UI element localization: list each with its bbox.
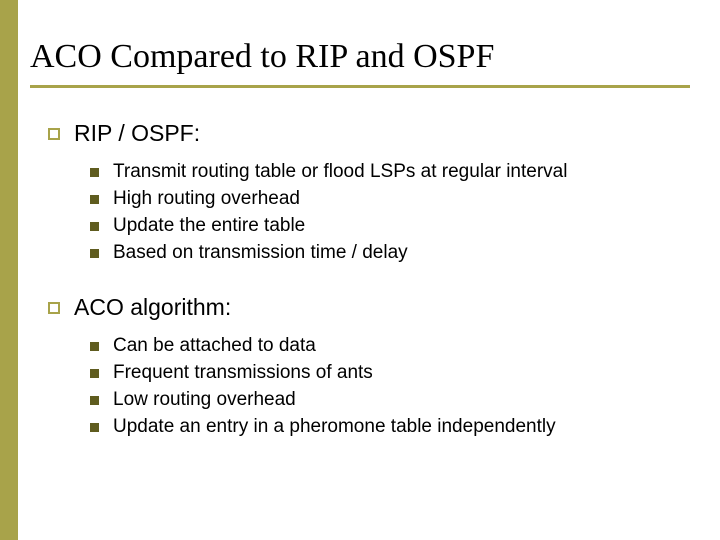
solid-square-bullet-icon bbox=[90, 396, 99, 405]
solid-square-bullet-icon bbox=[90, 342, 99, 351]
slide-content: RIP / OSPF: Transmit routing table or fl… bbox=[48, 120, 688, 468]
item-text: Based on transmission time / delay bbox=[113, 242, 408, 264]
hollow-square-bullet-icon bbox=[48, 302, 60, 314]
title-underline bbox=[30, 85, 690, 88]
section-label: ACO algorithm: bbox=[74, 294, 231, 321]
item-text: Update the entire table bbox=[113, 215, 305, 237]
section-items: Transmit routing table or flood LSPs at … bbox=[90, 161, 688, 264]
list-item: High routing overhead bbox=[90, 188, 688, 210]
list-item: Frequent transmissions of ants bbox=[90, 362, 688, 384]
item-text: Low routing overhead bbox=[113, 389, 296, 411]
section-items: Can be attached to data Frequent transmi… bbox=[90, 335, 688, 438]
solid-square-bullet-icon bbox=[90, 168, 99, 177]
list-item: Can be attached to data bbox=[90, 335, 688, 357]
list-item: Based on transmission time / delay bbox=[90, 242, 688, 264]
slide-title: ACO Compared to RIP and OSPF bbox=[30, 38, 494, 76]
list-item: Update the entire table bbox=[90, 215, 688, 237]
solid-square-bullet-icon bbox=[90, 369, 99, 378]
solid-square-bullet-icon bbox=[90, 249, 99, 258]
section: ACO algorithm: Can be attached to data F… bbox=[48, 294, 688, 438]
section: RIP / OSPF: Transmit routing table or fl… bbox=[48, 120, 688, 264]
hollow-square-bullet-icon bbox=[48, 128, 60, 140]
item-text: Update an entry in a pheromone table ind… bbox=[113, 416, 556, 438]
item-text: Transmit routing table or flood LSPs at … bbox=[113, 161, 567, 183]
item-text: Frequent transmissions of ants bbox=[113, 362, 373, 384]
list-item: Low routing overhead bbox=[90, 389, 688, 411]
list-item: Update an entry in a pheromone table ind… bbox=[90, 416, 688, 438]
solid-square-bullet-icon bbox=[90, 195, 99, 204]
solid-square-bullet-icon bbox=[90, 423, 99, 432]
solid-square-bullet-icon bbox=[90, 222, 99, 231]
section-head: RIP / OSPF: bbox=[48, 120, 688, 147]
sidebar-accent bbox=[0, 0, 18, 540]
section-head: ACO algorithm: bbox=[48, 294, 688, 321]
item-text: Can be attached to data bbox=[113, 335, 316, 357]
item-text: High routing overhead bbox=[113, 188, 300, 210]
slide: ACO Compared to RIP and OSPF RIP / OSPF:… bbox=[0, 0, 720, 540]
list-item: Transmit routing table or flood LSPs at … bbox=[90, 161, 688, 183]
section-label: RIP / OSPF: bbox=[74, 120, 200, 147]
